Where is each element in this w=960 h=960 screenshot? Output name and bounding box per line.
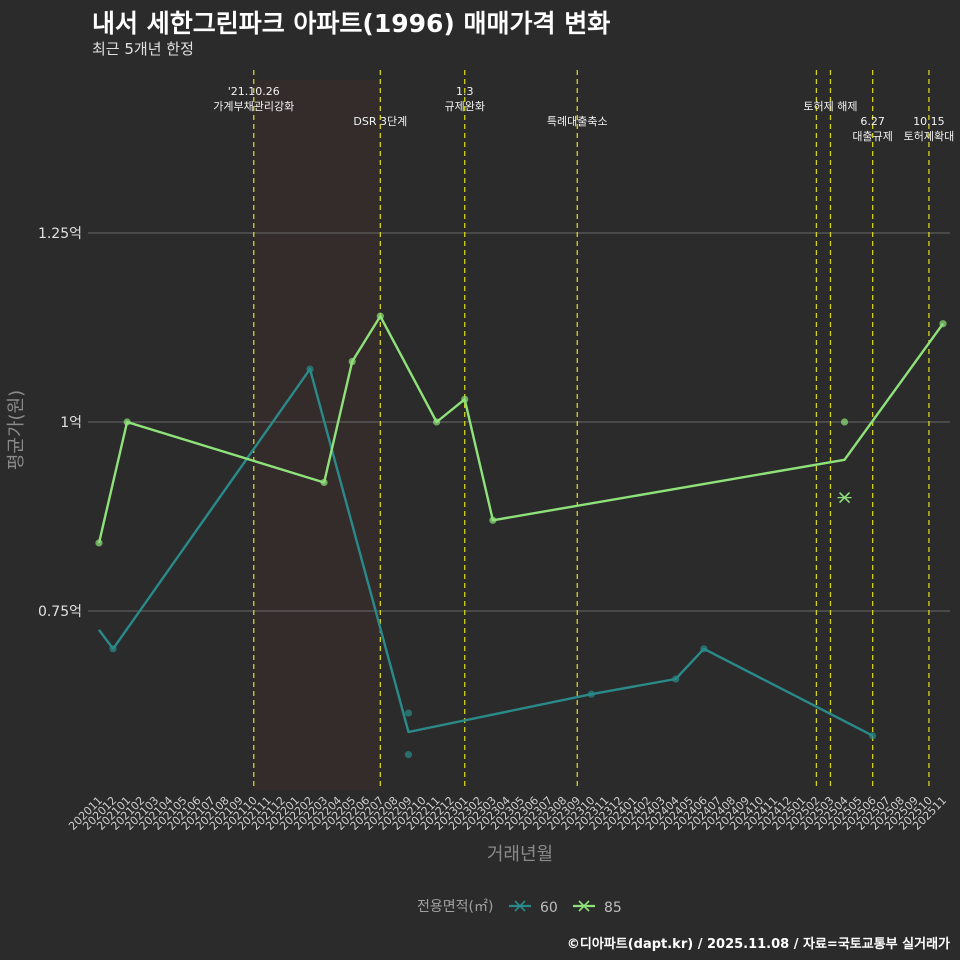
data-point-85	[433, 418, 441, 426]
event-label: 규제완화	[444, 100, 484, 113]
legend-title: 전용면적(㎡)	[417, 899, 493, 915]
event-label: 특례대출축소	[547, 115, 608, 128]
data-point-85	[840, 418, 849, 426]
x-axis-title: 거래년월	[487, 844, 553, 865]
legend-label-60: 60	[540, 900, 558, 916]
data-point-60	[404, 751, 413, 759]
event-label: 가계부채관리강화	[213, 100, 294, 113]
data-point-60	[404, 709, 413, 717]
data-point-85	[95, 539, 103, 547]
legend-cross-b-60	[514, 900, 526, 912]
y-axis-title: 평균가(원)	[6, 390, 27, 470]
legend-cross-b-85	[578, 900, 590, 912]
legend-label-85: 85	[604, 900, 622, 916]
data-point-60	[672, 675, 680, 683]
series-line-85	[97, 315, 944, 544]
event-label: 대출규제	[852, 130, 892, 143]
data-point-60	[869, 732, 877, 740]
event-label: 토허제 해제	[803, 99, 857, 113]
data-point-85	[489, 516, 497, 524]
legend: 전용면적(㎡) 60 85	[417, 899, 622, 916]
event-label: 1.3	[456, 85, 474, 98]
series-line-60	[98, 367, 874, 737]
data-point-85	[320, 478, 328, 487]
event-label: 6.27	[860, 115, 885, 128]
data-point-60	[306, 365, 314, 373]
chart-subtitle: 최근 5개년 한정	[92, 40, 194, 58]
data-point-60	[109, 645, 117, 653]
data-point-85	[376, 312, 384, 320]
event-label: 10.15	[913, 115, 945, 128]
data-point-60	[587, 690, 595, 698]
shaded-period	[253, 80, 381, 790]
cross-point-85	[837, 492, 852, 504]
data-point-85	[123, 418, 131, 426]
event-label: DSR 3단계	[353, 115, 407, 128]
data-point-85	[348, 357, 356, 366]
y-tick-label: 0.75억	[38, 604, 82, 620]
source-caption: ©디아파트(dapt.kr) / 2025.11.08 / 자료=국토교통부 실…	[566, 937, 950, 952]
y-tick-label: 1.25억	[38, 226, 82, 242]
event-label: 토허제확대	[904, 130, 955, 143]
data-point-85	[939, 320, 947, 328]
event-label: '21.10.26	[228, 85, 280, 98]
chart-title: 내서 세한그린파크 아파트(1996) 매매가격 변화	[92, 9, 611, 38]
data-point-60	[700, 645, 708, 653]
data-point-85	[461, 395, 469, 403]
y-tick-label: 1억	[60, 415, 82, 431]
